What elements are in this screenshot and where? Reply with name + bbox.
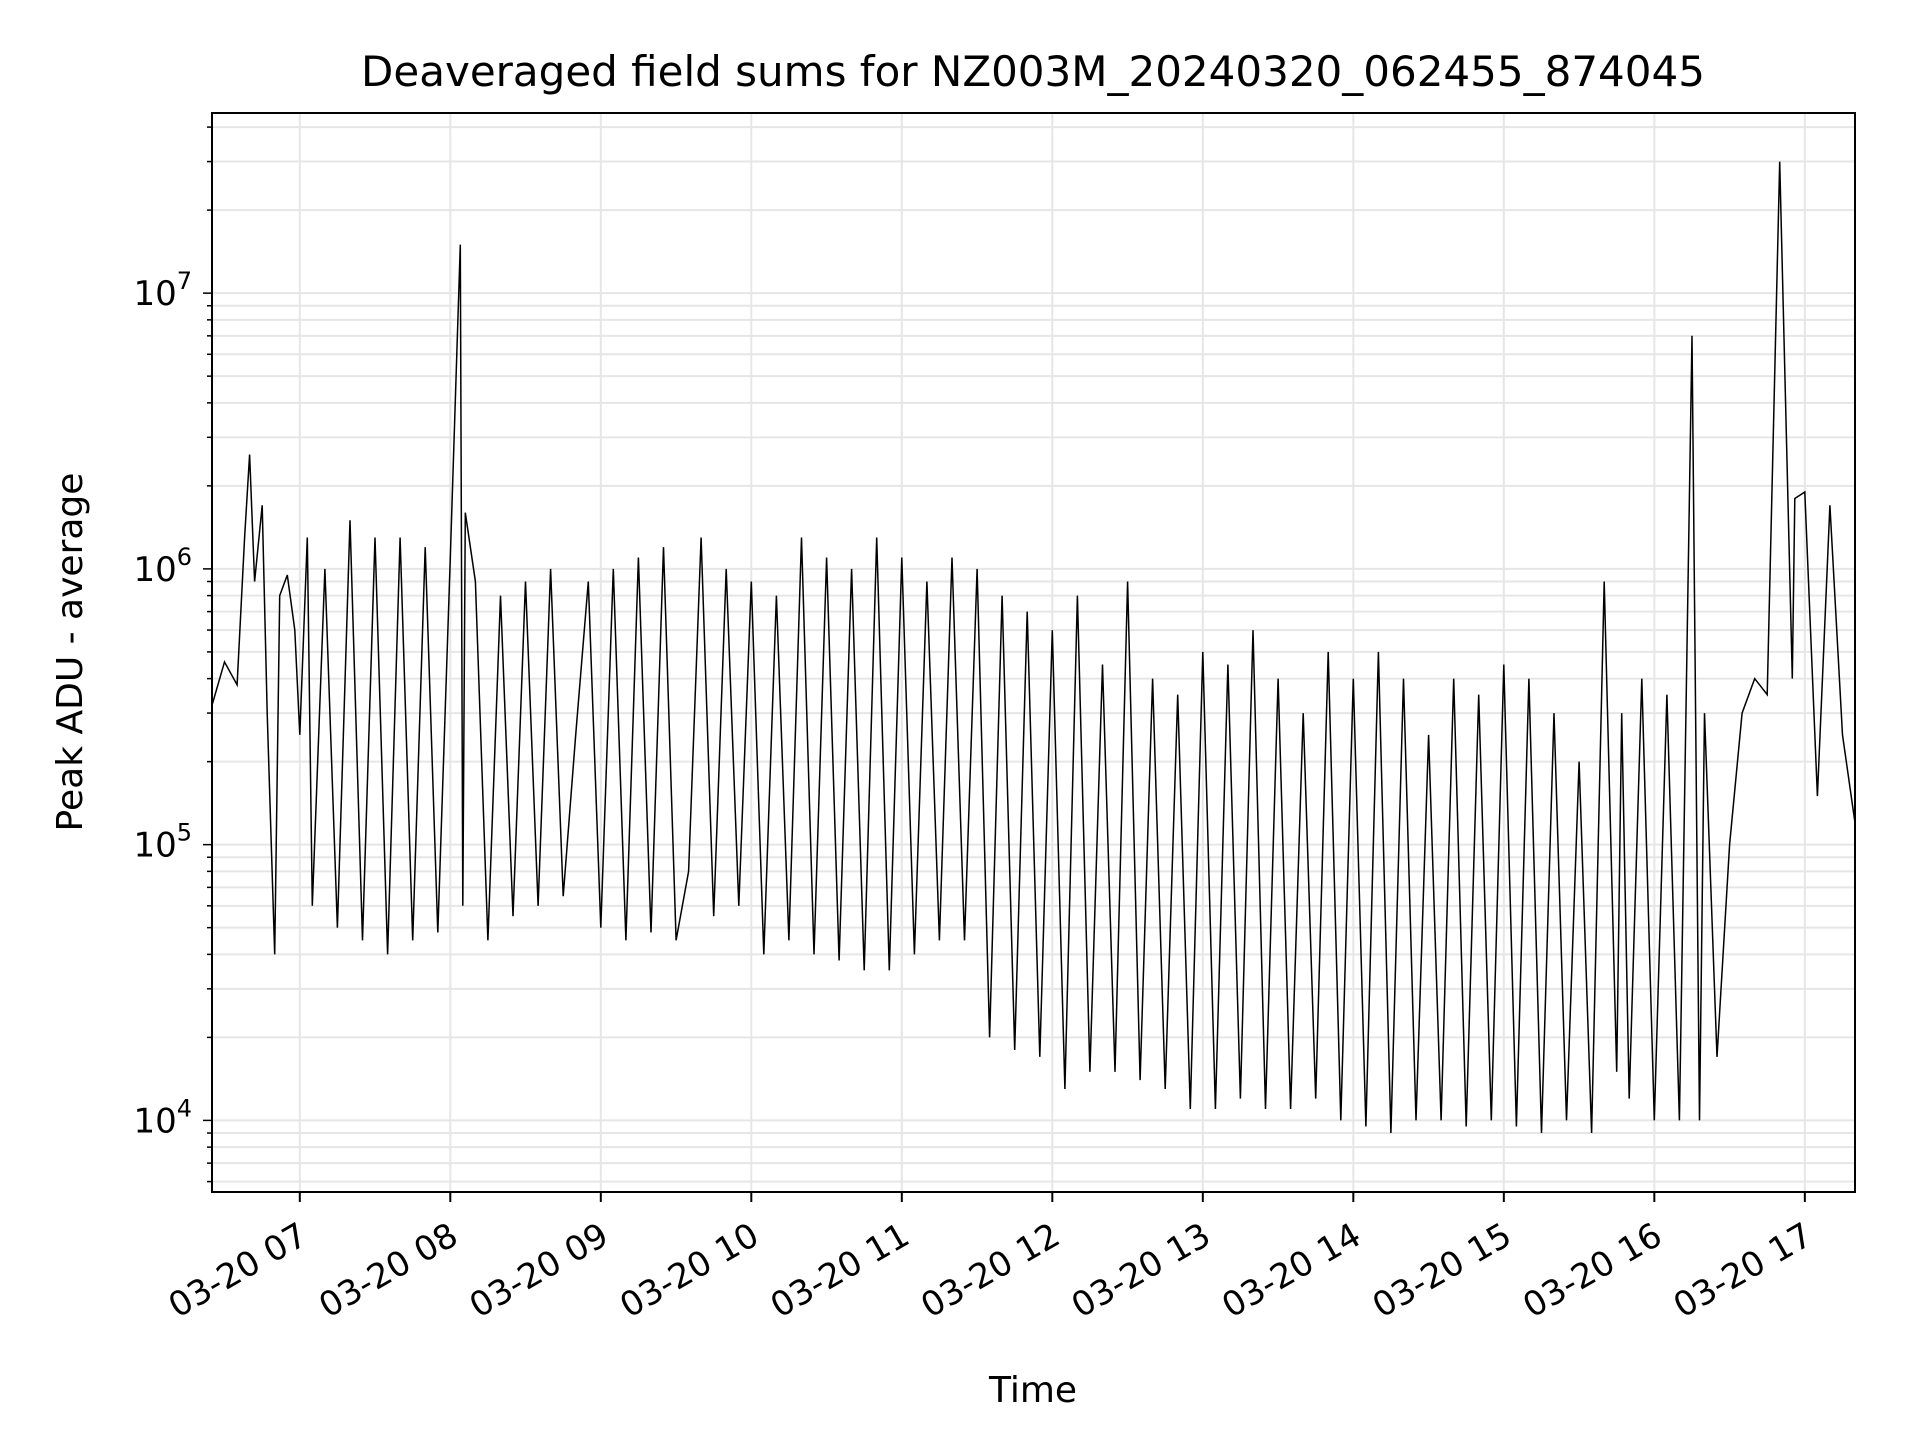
- series-line: [211, 161, 1856, 1134]
- grid-layer: [212, 113, 1855, 1192]
- y-axis-ticks: 104 105 106 107: [133, 126, 212, 1183]
- y-axis-label: Peak ADU - average: [50, 473, 91, 832]
- line-layer: [211, 161, 1856, 1134]
- x-axis-label: Time: [988, 1370, 1077, 1411]
- y-tick-label: 105: [133, 819, 192, 866]
- chart-title: Deaveraged field sums for NZ003M_2024032…: [361, 47, 1705, 96]
- y-tick-label: 107: [133, 267, 192, 314]
- y-tick-label: 106: [133, 543, 192, 590]
- y-tick-label: 104: [133, 1094, 192, 1141]
